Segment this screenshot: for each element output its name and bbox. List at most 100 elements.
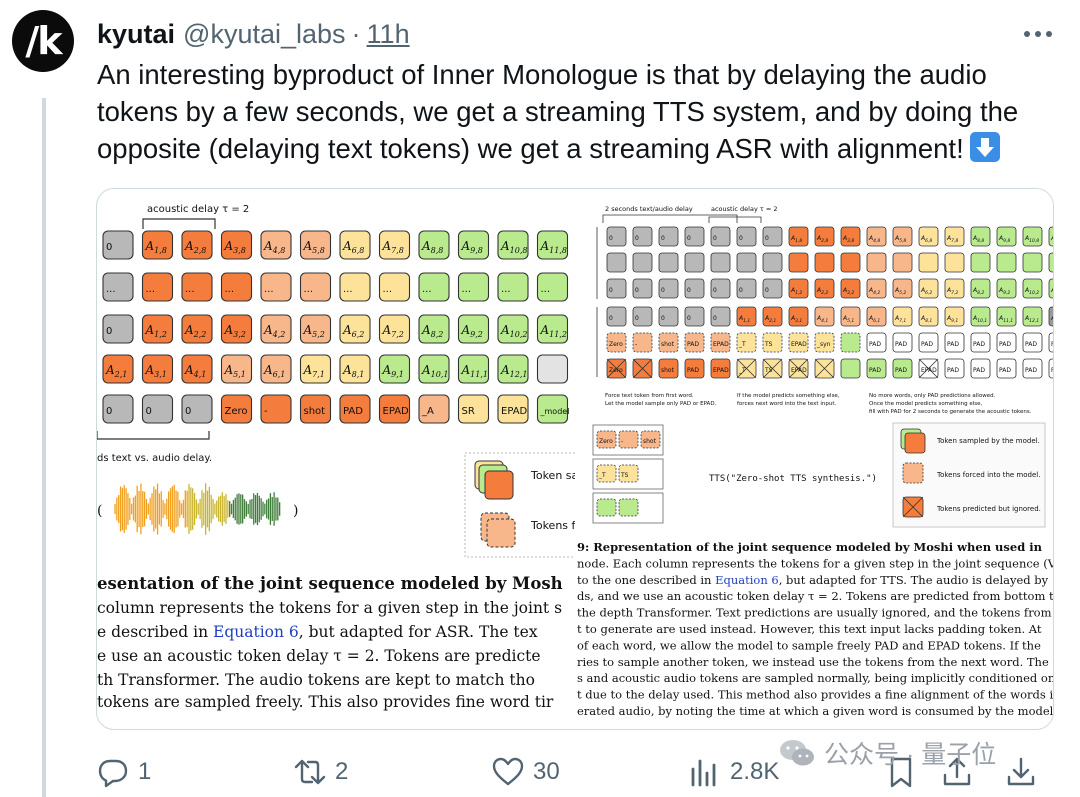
- token-label: ...: [185, 284, 195, 295]
- delay-bracket-bottom: [97, 431, 210, 440]
- ignored-cross: [632, 358, 653, 379]
- right-token-label: 0: [661, 315, 665, 322]
- token-label: ...: [304, 284, 314, 295]
- download-button[interactable]: [1004, 748, 1038, 796]
- token-box: [497, 272, 529, 302]
- right-token-label: TS: [764, 341, 773, 348]
- right-token-box: [606, 226, 627, 247]
- retweet-count: 2: [335, 758, 349, 785]
- right-token-box: [970, 306, 991, 327]
- tts-call: TTS("Zero-shot TTS synthesis."): [709, 474, 877, 484]
- token-box: [260, 354, 292, 384]
- right-token-box: [1022, 332, 1043, 353]
- right-caption-line: t to generate are used instead. However,…: [577, 622, 1042, 636]
- right-token-label: PAD: [999, 341, 1011, 348]
- right-token-box: [814, 226, 835, 247]
- right-note: Once the model predicts something else,: [869, 401, 982, 407]
- left-caption-line: e use an acoustic token delay τ = 2. Tok…: [97, 647, 541, 665]
- token-label: 0: [106, 242, 112, 253]
- token-box: [220, 230, 253, 260]
- media-image[interactable]: acoustic delay τ = 2 0 A1,8 A2,8 A3,8 A4,8 A5,…: [96, 188, 1054, 730]
- right-token-box: [944, 278, 965, 299]
- right-token-box: [840, 332, 861, 353]
- avatar[interactable]: /k: [12, 10, 74, 72]
- timestamp-link[interactable]: 11h: [366, 18, 410, 49]
- mini-token: [596, 498, 617, 517]
- right-token-box: [996, 306, 1017, 327]
- right-token-box: [1048, 332, 1053, 353]
- token-box: [102, 394, 134, 424]
- like-count: 30: [533, 758, 560, 785]
- views-button[interactable]: 2.8K: [688, 748, 779, 796]
- token-label: EPAD: [383, 406, 410, 417]
- legend-label: Token sa: [530, 469, 578, 482]
- right-token-label: A10,8: [1024, 235, 1039, 244]
- right-token-label: A12,1: [1024, 315, 1039, 324]
- token-box: [220, 354, 253, 384]
- right-token-label: PAD: [947, 341, 959, 348]
- right-token-box: [892, 252, 913, 273]
- share-button[interactable]: [940, 748, 974, 796]
- right-token-label: _T: [738, 367, 746, 374]
- right-token-label: PAD: [1051, 367, 1054, 374]
- right-note: Let the model sample only PAD or EPAD.: [605, 401, 717, 407]
- right-token-label: 0: [635, 315, 639, 322]
- right-token-label: A5,1: [842, 315, 854, 324]
- analytics-icon: [691, 759, 716, 787]
- token-box: [339, 354, 371, 384]
- right-token-label: 0: [713, 315, 717, 322]
- right-token-box: [866, 226, 887, 247]
- right-token-box: [710, 306, 731, 327]
- token-box: [260, 394, 292, 424]
- bookmark-button[interactable]: [884, 748, 918, 796]
- user-handle[interactable]: @kyutai_labs: [183, 18, 346, 49]
- right-token-box: [996, 332, 1017, 353]
- right-token-label: 0: [687, 315, 691, 322]
- display-name[interactable]: kyutai: [97, 18, 176, 49]
- wechat-logo-icon: [780, 740, 814, 766]
- right-token-label: shot: [661, 341, 675, 348]
- right-token-box: [866, 332, 887, 353]
- right-token-box: [658, 226, 679, 247]
- right-token-box: [788, 332, 809, 353]
- action-bar: 1 2 30 2.8K: [0, 748, 1080, 797]
- right-token-box: [606, 278, 627, 299]
- token-box: [181, 230, 213, 260]
- right-token-box: [684, 226, 705, 247]
- right-token-box: [918, 278, 939, 299]
- tweet-header: kyutai @kyutai_labs · 11h: [97, 16, 410, 52]
- right-token-label: 0: [661, 235, 665, 242]
- token-box: [339, 272, 371, 302]
- right-token-label: 0: [739, 235, 743, 242]
- more-options-icon[interactable]: [1020, 22, 1056, 46]
- token-box: [102, 230, 134, 260]
- right-token-label: EPAD: [713, 341, 729, 348]
- right-token-label: EPAD: [791, 367, 807, 374]
- right-token-label: PAD: [999, 367, 1011, 374]
- tweet-line-last: opposite (delaying text tokens) we get a…: [97, 130, 1057, 167]
- token-box: [536, 230, 569, 260]
- mini-token: [618, 430, 639, 449]
- right-token-box: [944, 252, 965, 273]
- right-token-label: A11,8: [1050, 235, 1054, 244]
- reply-button[interactable]: 1: [96, 748, 151, 796]
- mini-token: [596, 464, 617, 483]
- right-token-box: [840, 252, 861, 273]
- like-button[interactable]: 30: [491, 748, 560, 796]
- retweet-button[interactable]: 2: [293, 748, 348, 796]
- right-token-box: [866, 358, 887, 379]
- token-box: [497, 314, 529, 344]
- equation-link: Equation 6: [213, 623, 299, 641]
- right-token-label: 0: [609, 315, 613, 322]
- left-figure: acoustic delay τ = 20 A1,8 A2,8 A3,8 A4,8 A5,…: [97, 204, 578, 711]
- tweet-line: tokens by a few seconds, we get a stream…: [97, 96, 1019, 127]
- token-box: [220, 314, 253, 344]
- right-token-label: 0: [687, 287, 691, 294]
- token-box: [181, 394, 213, 424]
- right-token-label: A8,8: [972, 235, 984, 244]
- right-token-label: A4,8: [868, 235, 880, 244]
- right-figure: 2 seconds text/audio delay acoustic delay…: [575, 189, 1054, 729]
- right-token-label: A1,1: [738, 315, 750, 324]
- token-label: ...: [462, 284, 472, 295]
- right-token-label: A6,2: [920, 287, 932, 296]
